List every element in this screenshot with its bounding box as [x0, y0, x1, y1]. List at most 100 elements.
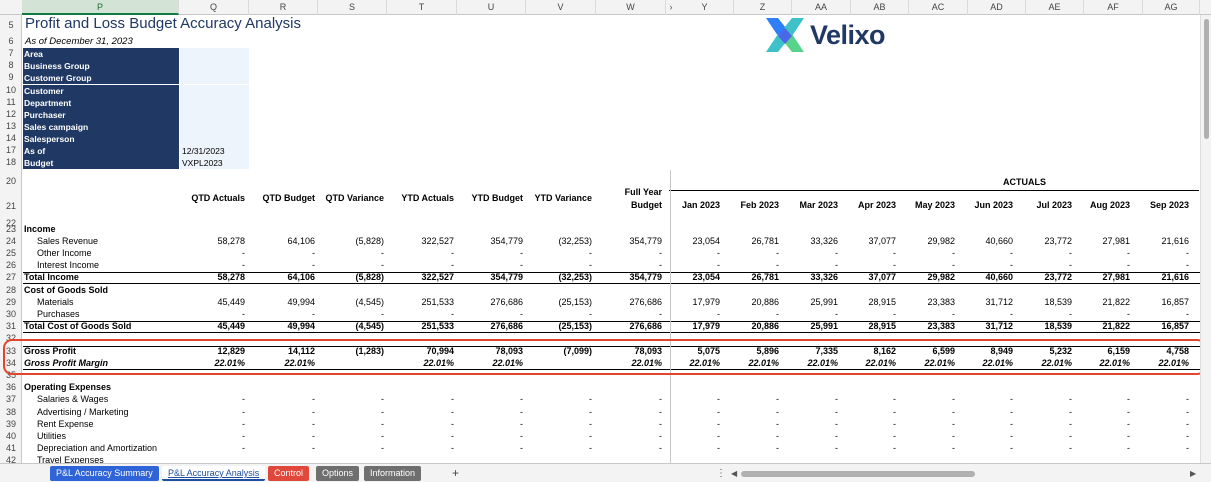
row-number[interactable]: 35 — [5, 370, 16, 380]
value-cell[interactable]: - — [893, 248, 896, 258]
value-cell[interactable]: - — [1127, 419, 1130, 429]
value-cell[interactable]: 64,106 — [287, 272, 315, 282]
filter-value[interactable] — [180, 60, 249, 72]
column-header-t[interactable]: T — [387, 0, 457, 15]
row-number[interactable]: 14 — [5, 133, 16, 143]
value-cell[interactable]: - — [776, 394, 779, 404]
value-cell[interactable]: 27,981 — [1102, 272, 1130, 282]
column-header-u[interactable]: U — [457, 0, 526, 15]
value-cell[interactable]: - — [589, 309, 592, 319]
column-header-p[interactable]: P — [22, 0, 179, 15]
value-cell[interactable]: 354,779 — [490, 236, 523, 246]
row-number[interactable]: 11 — [6, 97, 16, 107]
value-cell[interactable]: - — [893, 431, 896, 441]
value-cell[interactable]: - — [776, 309, 779, 319]
value-cell[interactable]: 354,779 — [629, 272, 662, 282]
value-cell[interactable]: - — [952, 419, 955, 429]
value-cell[interactable]: 31,712 — [985, 297, 1013, 307]
value-cell[interactable]: 40,660 — [985, 236, 1013, 246]
value-cell[interactable]: 40,660 — [985, 272, 1013, 282]
value-cell[interactable]: - — [242, 248, 245, 258]
value-cell[interactable]: 22.01% — [924, 358, 955, 368]
value-cell[interactable]: 28,915 — [868, 297, 896, 307]
value-cell[interactable]: - — [952, 407, 955, 417]
row-number[interactable]: 18 — [5, 157, 16, 167]
value-cell[interactable]: (7,099) — [563, 346, 592, 356]
value-cell[interactable]: 45,449 — [217, 297, 245, 307]
value-cell[interactable]: - — [1127, 443, 1130, 453]
row-number[interactable]: 9 — [8, 72, 14, 82]
column-header-s[interactable]: S — [318, 0, 387, 15]
value-cell[interactable]: 8,162 — [873, 346, 896, 356]
row-number[interactable]: 33 — [5, 346, 16, 356]
row-number[interactable]: 20 — [5, 176, 16, 186]
value-cell[interactable]: - — [1127, 309, 1130, 319]
value-cell[interactable]: - — [1010, 443, 1013, 453]
value-cell[interactable]: - — [451, 431, 454, 441]
value-cell[interactable]: 26,781 — [751, 272, 779, 282]
value-cell[interactable]: - — [835, 260, 838, 270]
value-cell[interactable]: - — [381, 407, 384, 417]
value-cell[interactable]: (32,253) — [558, 236, 592, 246]
value-cell[interactable]: 23,383 — [927, 297, 955, 307]
row-number[interactable]: 21 — [5, 201, 16, 211]
value-cell[interactable]: - — [1010, 248, 1013, 258]
column-header-ab[interactable]: AB — [851, 0, 909, 15]
value-cell[interactable]: - — [381, 394, 384, 404]
value-cell[interactable]: - — [835, 443, 838, 453]
value-cell[interactable]: - — [1010, 260, 1013, 270]
value-cell[interactable]: - — [835, 407, 838, 417]
value-cell[interactable]: - — [1069, 260, 1072, 270]
row-number[interactable]: 10 — [5, 85, 16, 95]
column-header-aa[interactable]: AA — [792, 0, 851, 15]
value-cell[interactable]: - — [893, 260, 896, 270]
filter-value[interactable] — [180, 133, 249, 145]
value-cell[interactable]: - — [717, 407, 720, 417]
value-cell[interactable]: - — [381, 419, 384, 429]
row-number[interactable]: 37 — [5, 394, 16, 404]
horizontal-scroll-thumb[interactable] — [741, 471, 975, 477]
value-cell[interactable]: - — [659, 248, 662, 258]
scroll-left-icon[interactable]: ◀ — [731, 469, 738, 478]
value-cell[interactable]: - — [1186, 394, 1189, 404]
value-cell[interactable]: (32,253) — [558, 272, 592, 282]
column-header-af[interactable]: AF — [1084, 0, 1143, 15]
filter-value[interactable] — [180, 121, 249, 133]
value-cell[interactable]: - — [952, 443, 955, 453]
filter-value[interactable]: 12/31/2023 — [180, 145, 249, 157]
row-number[interactable]: 25 — [5, 248, 16, 258]
value-cell[interactable]: 6,599 — [932, 346, 955, 356]
value-cell[interactable]: 21,822 — [1102, 321, 1130, 331]
value-cell[interactable]: 78,093 — [634, 346, 662, 356]
value-cell[interactable]: - — [1186, 407, 1189, 417]
value-cell[interactable]: - — [659, 394, 662, 404]
value-cell[interactable]: - — [451, 419, 454, 429]
filter-value[interactable] — [180, 48, 249, 60]
value-cell[interactable]: 276,686 — [629, 297, 662, 307]
value-cell[interactable]: - — [717, 419, 720, 429]
value-cell[interactable]: 33,326 — [810, 272, 838, 282]
value-cell[interactable]: - — [1069, 248, 1072, 258]
value-cell[interactable]: 20,886 — [751, 297, 779, 307]
column-header-w[interactable]: W — [596, 0, 666, 15]
value-cell[interactable]: 22.01% — [689, 358, 720, 368]
row-number[interactable]: 40 — [5, 431, 16, 441]
value-cell[interactable]: - — [1186, 419, 1189, 429]
value-cell[interactable]: 21,616 — [1161, 272, 1189, 282]
value-cell[interactable]: 23,772 — [1044, 236, 1072, 246]
value-cell[interactable]: - — [717, 443, 720, 453]
row-number[interactable]: 22 — [5, 218, 16, 228]
value-cell[interactable]: - — [1010, 419, 1013, 429]
value-cell[interactable]: 251,533 — [421, 297, 454, 307]
row-number[interactable]: 8 — [8, 60, 14, 70]
value-cell[interactable]: 22.01% — [982, 358, 1013, 368]
scroll-right-icon[interactable]: ▶ — [1190, 469, 1197, 478]
value-cell[interactable]: - — [451, 309, 454, 319]
value-cell[interactable]: - — [952, 394, 955, 404]
row-number[interactable]: 34 — [5, 358, 16, 368]
value-cell[interactable]: - — [520, 443, 523, 453]
row-number[interactable]: 6 — [8, 36, 14, 46]
value-cell[interactable]: 49,994 — [287, 297, 315, 307]
value-cell[interactable]: 8,949 — [990, 346, 1013, 356]
filter-value[interactable] — [180, 109, 249, 121]
